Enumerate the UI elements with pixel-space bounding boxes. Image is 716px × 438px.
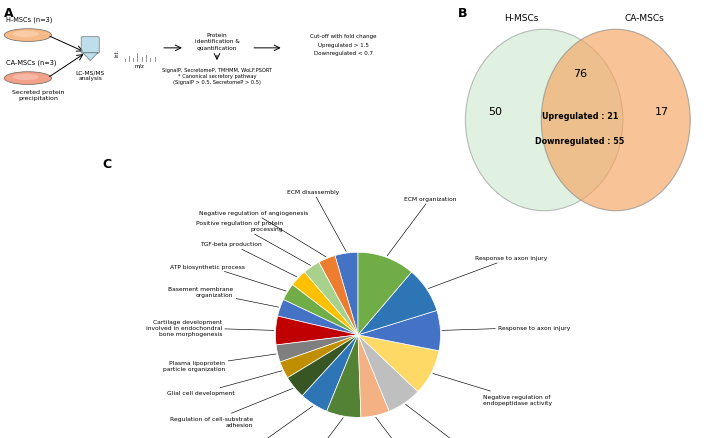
Wedge shape: [276, 335, 358, 362]
Wedge shape: [358, 272, 437, 335]
Wedge shape: [292, 272, 358, 335]
Text: Collagen
metabolic process: Collagen metabolic process: [376, 417, 442, 438]
Text: CA-MSCs: CA-MSCs: [624, 14, 664, 23]
Text: m/z: m/z: [135, 64, 145, 68]
Wedge shape: [335, 253, 358, 335]
Wedge shape: [326, 335, 361, 417]
Text: C: C: [102, 158, 111, 171]
Wedge shape: [358, 253, 412, 335]
Text: Upregulated : 21: Upregulated : 21: [542, 112, 618, 120]
Text: B: B: [458, 7, 468, 20]
Text: Regulation of cell-substrate
adhesion: Regulation of cell-substrate adhesion: [170, 389, 293, 427]
Text: Positive regulation of protein
processing: Positive regulation of protein processin…: [196, 221, 311, 266]
Wedge shape: [319, 256, 358, 335]
Text: Downregulated < 0.7: Downregulated < 0.7: [314, 50, 373, 56]
Text: CA-MSCs (n=3): CA-MSCs (n=3): [6, 60, 57, 66]
Text: A: A: [4, 7, 14, 20]
Text: SignalP, SecretomeP, TMHMM, WoLF.PSORT
* Canonical secretory pathway
(SignalP > : SignalP, SecretomeP, TMHMM, WoLF.PSORT *…: [162, 68, 272, 85]
Wedge shape: [304, 262, 358, 335]
Wedge shape: [358, 335, 418, 411]
FancyBboxPatch shape: [81, 38, 100, 54]
Text: int.: int.: [115, 49, 120, 57]
Text: Cut-off with fold change: Cut-off with fold change: [311, 34, 377, 39]
Text: Cartilage development
involved in endochondral
bone morphogenesis: Cartilage development involved in endoch…: [145, 320, 274, 336]
Ellipse shape: [541, 30, 690, 211]
Text: Angiogenesis involved
in wound healing: Angiogenesis involved in wound healing: [217, 406, 313, 438]
Wedge shape: [358, 311, 440, 351]
Text: Protein
identification &
quantification: Protein identification & quantification: [195, 33, 239, 50]
Text: H-MSCs (n=3): H-MSCs (n=3): [6, 17, 53, 23]
Text: Downregulated : 55: Downregulated : 55: [536, 137, 624, 146]
Text: Connective tissue
development: Connective tissue development: [405, 404, 488, 438]
Wedge shape: [288, 335, 358, 396]
Text: 50: 50: [488, 106, 503, 117]
Text: H-MSCs: H-MSCs: [504, 14, 538, 23]
Wedge shape: [280, 335, 358, 378]
Ellipse shape: [465, 30, 623, 211]
Text: Plasma lipoprotein
particle organization: Plasma lipoprotein particle organization: [163, 354, 276, 371]
Text: LC-MS/MS
analysis: LC-MS/MS analysis: [76, 70, 105, 81]
Text: Upregulated > 1.5: Upregulated > 1.5: [318, 42, 369, 47]
Wedge shape: [284, 285, 358, 335]
Text: Glial cell development: Glial cell development: [167, 371, 282, 396]
Text: Negative regulation of angiogenesis: Negative regulation of angiogenesis: [199, 211, 326, 258]
Ellipse shape: [13, 74, 39, 81]
Text: ECM organization: ECM organization: [387, 197, 456, 256]
Text: TGF-beta production: TGF-beta production: [200, 242, 297, 277]
Text: Response to axon injury: Response to axon injury: [442, 325, 571, 331]
Text: Negative regulation of
endopeptidase activity: Negative regulation of endopeptidase act…: [432, 374, 551, 405]
Text: Secreted protein
precipitation: Secreted protein precipitation: [12, 90, 65, 101]
Wedge shape: [278, 300, 358, 335]
Text: Glycosaminoglycan
metabolic process: Glycosaminoglycan metabolic process: [276, 418, 343, 438]
Text: Basement membrane
organization: Basement membrane organization: [168, 286, 279, 307]
Polygon shape: [82, 53, 98, 61]
Ellipse shape: [4, 73, 52, 85]
Wedge shape: [302, 335, 358, 411]
Ellipse shape: [4, 30, 52, 42]
Text: 76: 76: [573, 69, 587, 79]
Wedge shape: [276, 316, 358, 345]
Wedge shape: [358, 335, 439, 392]
Text: Response to axon injury: Response to axon injury: [428, 256, 548, 289]
Text: 17: 17: [654, 106, 669, 117]
Text: ATP biosynthetic process: ATP biosynthetic process: [170, 264, 286, 291]
Wedge shape: [358, 335, 390, 417]
Ellipse shape: [13, 32, 39, 38]
Text: ECM disassembly: ECM disassembly: [287, 190, 346, 252]
